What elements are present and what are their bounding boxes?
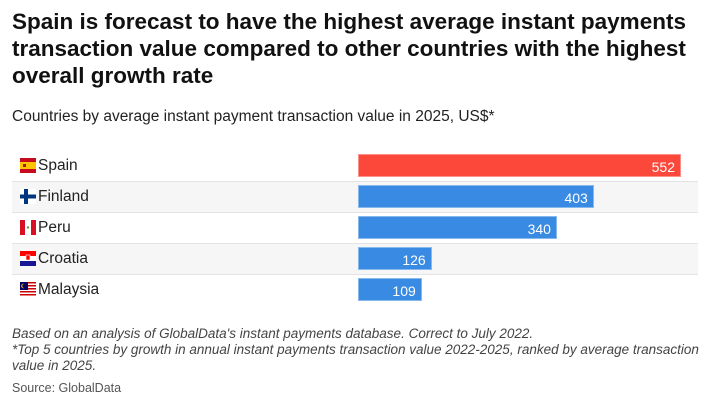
notes: Based on an analysis of GlobalData's ins…: [12, 326, 702, 374]
category-label: Peru: [38, 219, 71, 236]
source: Source: GlobalData: [12, 381, 122, 395]
category-label: Croatia: [38, 250, 88, 267]
bar-row: Croatia 126: [12, 244, 698, 275]
category-label: Spain: [38, 157, 78, 174]
chart-subtitle: Countries by average instant payment tra…: [12, 108, 495, 125]
category-label: Finland: [38, 188, 89, 205]
data-label: 126: [402, 252, 426, 268]
data-label: 109: [392, 283, 416, 299]
bar: 126: [358, 247, 432, 270]
bar-row: Peru 340: [12, 213, 698, 244]
bar: 403: [358, 185, 594, 208]
croatia-flag-icon: [20, 251, 36, 266]
data-label: 403: [564, 190, 588, 206]
bar: 340: [358, 216, 557, 239]
bar-row: Spain 552: [12, 151, 698, 182]
chart-title: Spain is forecast to have the highest av…: [12, 9, 686, 88]
bar: 109: [358, 278, 422, 301]
spain-flag-icon: [20, 158, 36, 173]
finland-flag-icon: [20, 189, 36, 204]
category-label: Malaysia: [38, 281, 100, 298]
malaysia-flag-icon: [20, 282, 36, 297]
peru-flag-icon: [20, 220, 36, 235]
bar-chart: Spain 552 Finland 403 Peru 340 Croatia 126 Malay…: [12, 151, 698, 305]
bar-row: Malaysia 109: [12, 275, 698, 305]
data-label: 340: [527, 221, 551, 237]
note-1: Based on an analysis of GlobalData's ins…: [12, 326, 534, 341]
data-label: 552: [651, 159, 675, 175]
bar-row: Finland 403: [12, 182, 698, 213]
note-2: *Top 5 countries by growth in annual ins…: [12, 342, 699, 373]
bar: 552: [358, 154, 681, 177]
